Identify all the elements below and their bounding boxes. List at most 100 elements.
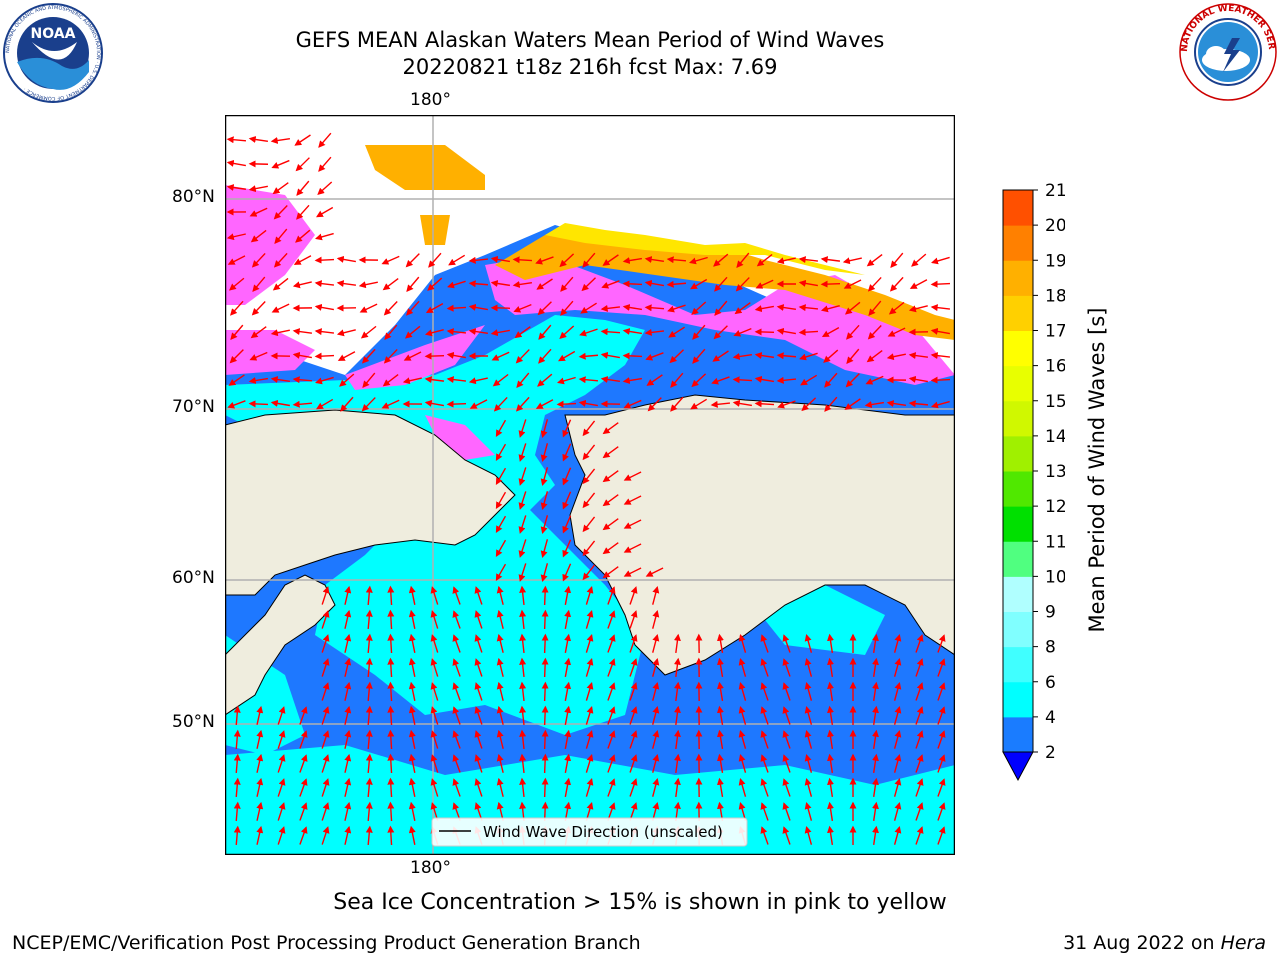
wind-arrow: [249, 207, 268, 217]
wind-arrow: [359, 303, 378, 313]
wind-arrow: [652, 681, 660, 701]
wind-arrow: [496, 753, 504, 773]
wind-arrow: [821, 327, 840, 338]
wind-arrow: [446, 376, 467, 384]
wind-arrow: [645, 567, 664, 577]
wind-arrow: [519, 753, 527, 774]
wind-arrow: [446, 400, 467, 408]
wind-arrow: [404, 325, 421, 339]
wind-arrow: [930, 280, 951, 288]
wind-arrow: [321, 754, 330, 773]
wind-arrow: [915, 658, 924, 677]
wind-arrow: [316, 398, 334, 410]
wind-arrow: [384, 324, 398, 340]
wind-arrow: [600, 304, 621, 312]
wind-arrow: [872, 753, 879, 774]
wind-arrow: [756, 253, 773, 267]
wind-arrow: [824, 396, 838, 412]
wind-arrow: [277, 802, 286, 821]
wind-arrow: [782, 754, 791, 773]
wind-arrow: [270, 137, 291, 144]
wind-arrow: [474, 754, 483, 773]
wind-arrow: [582, 252, 596, 268]
wind-arrow: [251, 252, 266, 268]
wind-arrow: [673, 777, 681, 798]
wind-arrow: [468, 280, 489, 288]
wind-arrow: [540, 515, 549, 535]
wind-arrow: [515, 349, 530, 364]
wind-arrow: [893, 729, 902, 749]
wind-arrow: [824, 372, 838, 388]
land-alaska: [564, 394, 955, 676]
wind-arrow: [893, 681, 902, 701]
wind-arrow: [558, 350, 576, 362]
wind-arrow: [842, 257, 862, 265]
wind-arrow: [365, 609, 373, 630]
wind-arrow: [514, 326, 531, 339]
wind-arrow: [644, 304, 665, 312]
wind-arrow: [519, 777, 527, 798]
wind-arrow: [408, 801, 416, 821]
wind-arrow: [408, 609, 416, 629]
wind-arrow: [760, 706, 769, 725]
wind-arrow: [492, 373, 509, 387]
wind-arrow: [623, 567, 642, 577]
wind-arrow: [601, 280, 620, 289]
wind-arrow: [844, 398, 861, 410]
wind-arrow: [452, 706, 461, 725]
wind-arrow: [248, 185, 268, 193]
wind-arrows: [226, 132, 951, 846]
wind-arrow: [629, 682, 638, 701]
wind-arrow: [452, 730, 461, 749]
wind-arrow: [629, 610, 638, 629]
wind-arrow: [540, 443, 549, 463]
wind-arrow: [233, 801, 241, 822]
wind-arrow: [760, 730, 769, 749]
wind-arrow: [585, 682, 594, 701]
wind-arrow: [799, 352, 818, 361]
wind-arrow: [629, 586, 638, 605]
wind-arrow: [777, 400, 796, 409]
wind-arrow: [299, 826, 308, 845]
wind-arrow: [430, 706, 439, 725]
wind-arrow: [537, 301, 552, 316]
wind-arrow: [866, 253, 883, 267]
wind-arrow: [344, 585, 352, 605]
wind-arrow: [228, 374, 245, 386]
wind-arrow: [782, 706, 791, 725]
wind-arrow: [381, 255, 400, 265]
wind-arrow: [518, 491, 527, 510]
wind-arrow: [535, 256, 554, 265]
wind-arrow: [339, 373, 355, 387]
wind-arrow: [622, 257, 642, 264]
wind-arrow: [585, 706, 594, 725]
wind-arrow: [582, 540, 596, 557]
wind-arrow: [872, 801, 879, 822]
wind-arrow: [691, 301, 707, 315]
wind-arrow: [365, 681, 373, 702]
wind-arrow: [798, 328, 819, 336]
wind-arrow: [424, 329, 444, 337]
wind-arrow: [229, 349, 244, 364]
wind-arrow: [564, 705, 572, 725]
wind-arrow: [495, 491, 507, 510]
wind-arrow: [600, 376, 621, 383]
wind-arrow: [344, 777, 352, 797]
wind-arrow: [227, 255, 246, 265]
wind-arrow: [428, 252, 442, 268]
wind-arrow: [673, 705, 681, 726]
colorbar-segment: [1003, 716, 1033, 753]
wind-arrow: [734, 302, 751, 315]
wind-arrow: [738, 730, 747, 749]
wind-arrow: [652, 705, 660, 725]
wind-arrow: [408, 753, 416, 773]
wind-arrow: [233, 705, 241, 726]
wind-arrow: [541, 705, 549, 726]
wind-arrow: [843, 279, 862, 289]
wind-arrow: [562, 539, 572, 558]
wind-arrow: [513, 303, 532, 313]
lon-label-top: 180°: [410, 90, 451, 110]
wind-arrow: [738, 754, 747, 773]
colorbar-segment: [1003, 471, 1033, 507]
wind-arrow: [607, 778, 616, 797]
